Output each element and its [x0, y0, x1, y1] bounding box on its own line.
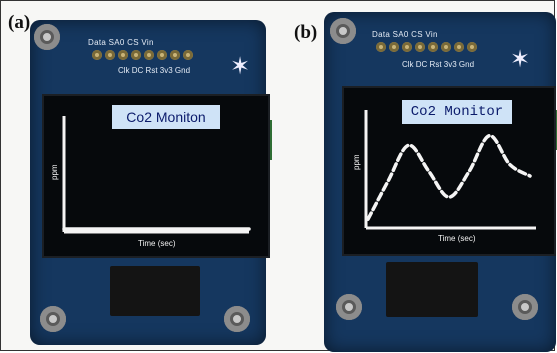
header-pins: [376, 42, 477, 52]
panel-label: (a): [8, 12, 31, 33]
mount-hole-bottom-left: [40, 306, 66, 332]
x-axis-label: Time (sec): [138, 239, 176, 248]
mount-hole-bottom-left: [336, 294, 362, 320]
screen-title: Co2 Moniton: [112, 105, 220, 129]
plot-area: [62, 116, 251, 234]
oled-screen: Co2 Monitor ppm Time (sec): [342, 86, 556, 256]
plot-area: [364, 110, 536, 230]
panel-a: Data SA0 CS Vin Clk DC Rst 3v3 Gnd ✶ Co2…: [0, 0, 275, 353]
pin-labels-bottom: Clk DC Rst 3v3 Gnd: [118, 66, 191, 75]
pin-labels-top: Data SA0 CS Vin: [372, 30, 438, 39]
star-logo-icon: ✶: [230, 53, 251, 80]
x-axis-label: Time (sec): [438, 234, 476, 243]
plot-line: [366, 133, 532, 221]
flex-connector: [110, 266, 200, 316]
mount-hole-top-left: [34, 24, 60, 50]
pin-labels-top: Data SA0 CS Vin: [88, 38, 154, 47]
header-pins: [92, 50, 193, 60]
screen-title: Co2 Monitor: [402, 100, 512, 124]
pin-labels-bottom: Clk DC Rst 3v3 Gnd: [402, 60, 475, 69]
mount-hole-top-left: [330, 18, 356, 44]
mount-hole-bottom-right: [512, 294, 538, 320]
star-logo-icon: ✶: [510, 46, 531, 73]
panel-label: (b): [294, 22, 318, 43]
oled-screen: Co2 Moniton ppm Time (sec): [42, 94, 270, 258]
mount-hole-bottom-right: [224, 306, 250, 332]
flex-connector: [386, 262, 478, 317]
panel-b: Data SA0 CS Vin Clk DC Rst 3v3 Gnd ✶ Co2…: [278, 0, 557, 353]
